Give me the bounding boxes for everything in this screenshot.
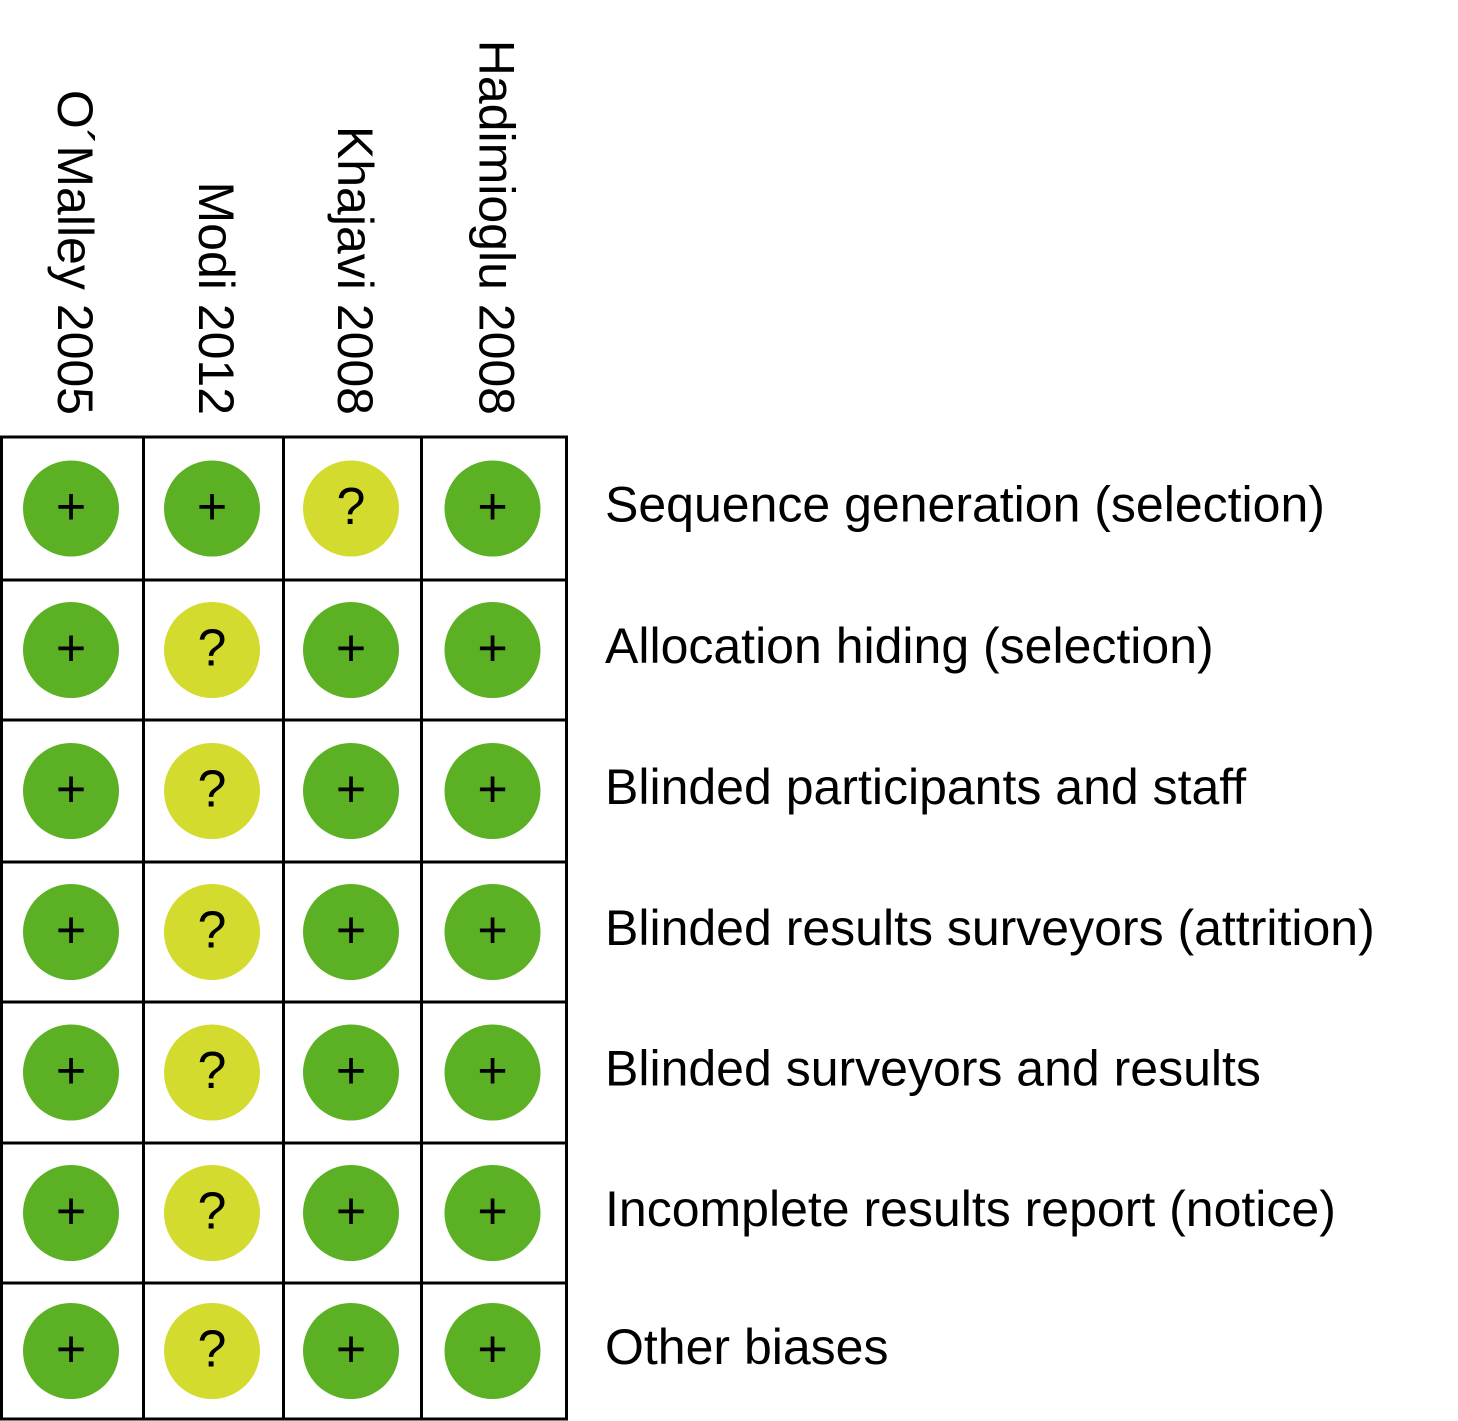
judgment-symbol: + [477,620,507,678]
judgment-symbol: ? [198,761,227,819]
judgment-symbol: + [56,620,86,678]
judgment-circle [444,1303,541,1399]
judgment-circle [164,460,260,557]
domain-label: Other biases [605,1319,888,1375]
domain-label: Blinded results surveyors (attrition) [605,900,1375,956]
judgment-circle [23,1303,119,1399]
judgment-symbol: + [477,1183,507,1241]
domain-label: Blinded participants and staff [605,759,1246,815]
judgment-symbol: + [336,1042,366,1100]
study-label: O´Malley 2005 [47,90,103,415]
judgment-circle [444,1165,541,1261]
judgment-symbol: + [336,902,366,960]
domain-label: Blinded surveyors and results [605,1041,1261,1097]
judgment-circle [23,1165,119,1261]
judgment-circle [303,460,399,557]
judgment-circle [444,1024,541,1121]
judgment-symbol: ? [198,620,227,678]
judgment-symbol: + [56,478,86,536]
study-label: Khajavi 2008 [327,126,383,415]
judgment-symbol: + [477,1042,507,1100]
judgment-circle [164,1024,260,1121]
judgment-symbol: + [197,478,227,536]
judgment-circle [23,743,119,839]
judgment-circle [164,1165,260,1261]
judgment-circle [23,884,119,980]
judgment-circle [164,1303,260,1399]
judgment-circle [303,884,399,980]
domain-label: Incomplete results report (notice) [605,1181,1336,1237]
judgment-circle [303,1024,399,1121]
judgment-circle [444,884,541,980]
judgment-symbol: + [477,761,507,819]
judgment-symbol: + [56,1042,86,1100]
judgment-circle [164,884,260,980]
judgment-circle [164,602,260,698]
judgment-circle [444,743,541,839]
judgment-circle [164,743,260,839]
judgment-circle [303,1303,399,1399]
judgment-symbol: + [336,761,366,819]
judgment-symbol: + [477,478,507,536]
judgment-circle [303,743,399,839]
domain-label: Allocation hiding (selection) [605,618,1214,674]
judgment-circle [303,602,399,698]
judgment-circle [23,602,119,698]
judgment-circle [444,602,541,698]
judgment-symbol: ? [198,902,227,960]
judgment-circle [303,1165,399,1261]
judgment-symbol: + [477,1321,507,1379]
study-label: Modi 2012 [188,182,244,416]
judgment-circle [444,460,541,557]
judgment-symbol: ? [337,478,366,536]
judgment-symbol: + [336,1183,366,1241]
judgment-symbol: + [477,902,507,960]
judgment-symbol: ? [198,1183,227,1241]
judgment-symbol: ? [198,1321,227,1379]
judgment-symbol: + [336,1321,366,1379]
judgment-symbol: + [56,1321,86,1379]
domain-label: Sequence generation (selection) [605,477,1325,533]
judgment-symbol: ? [198,1042,227,1100]
judgment-symbol: + [336,620,366,678]
judgment-symbol: + [56,1183,86,1241]
judgment-circle [23,1024,119,1121]
judgment-symbol: + [56,761,86,819]
study-label: Hadimioglu 2008 [468,40,524,415]
judgment-symbol: + [56,902,86,960]
judgment-circle [23,460,119,557]
